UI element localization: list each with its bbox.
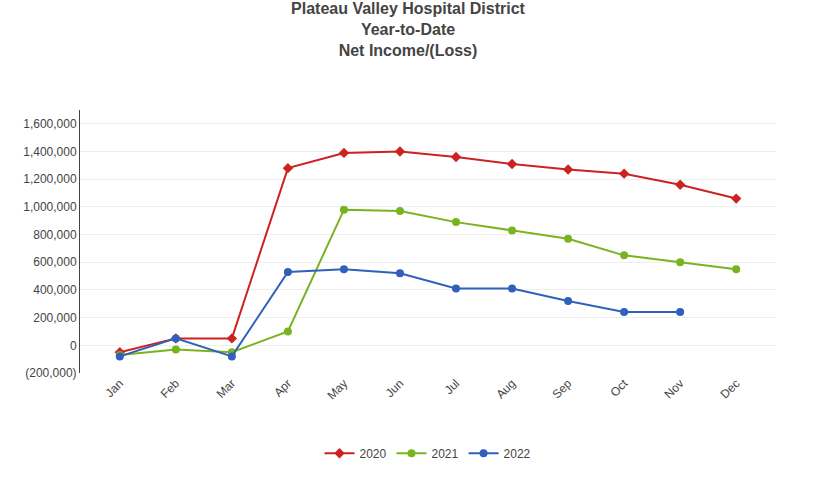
svg-text:1,400,000: 1,400,000 <box>23 145 77 159</box>
svg-text:Oct: Oct <box>607 376 631 400</box>
svg-text:Nov: Nov <box>662 376 687 401</box>
svg-text:Aug: Aug <box>493 376 518 401</box>
svg-text:2020: 2020 <box>360 447 387 461</box>
svg-text:Mar: Mar <box>214 376 239 401</box>
svg-text:Sep: Sep <box>549 376 574 401</box>
svg-text:Plateau Valley Hospital Distri: Plateau Valley Hospital DistrictYear-to-… <box>291 0 526 59</box>
svg-text:2021: 2021 <box>432 447 459 461</box>
svg-text:Dec: Dec <box>718 376 743 401</box>
svg-text:1,600,000: 1,600,000 <box>23 117 77 131</box>
svg-text:0: 0 <box>70 339 77 353</box>
svg-text:May: May <box>324 376 350 402</box>
svg-text:800,000: 800,000 <box>33 228 77 242</box>
svg-text:1,200,000: 1,200,000 <box>23 172 77 186</box>
svg-text:200,000: 200,000 <box>33 311 77 325</box>
svg-text:Feb: Feb <box>158 376 183 401</box>
svg-text:Jun: Jun <box>383 376 407 400</box>
svg-text:Apr: Apr <box>271 376 294 399</box>
svg-text:400,000: 400,000 <box>33 283 77 297</box>
svg-text:1,000,000: 1,000,000 <box>23 200 77 214</box>
svg-text:600,000: 600,000 <box>33 255 77 269</box>
svg-text:2022: 2022 <box>504 447 531 461</box>
svg-text:Jul: Jul <box>442 376 463 397</box>
svg-text:(200,000): (200,000) <box>25 366 76 380</box>
svg-text:Jan: Jan <box>103 376 127 400</box>
